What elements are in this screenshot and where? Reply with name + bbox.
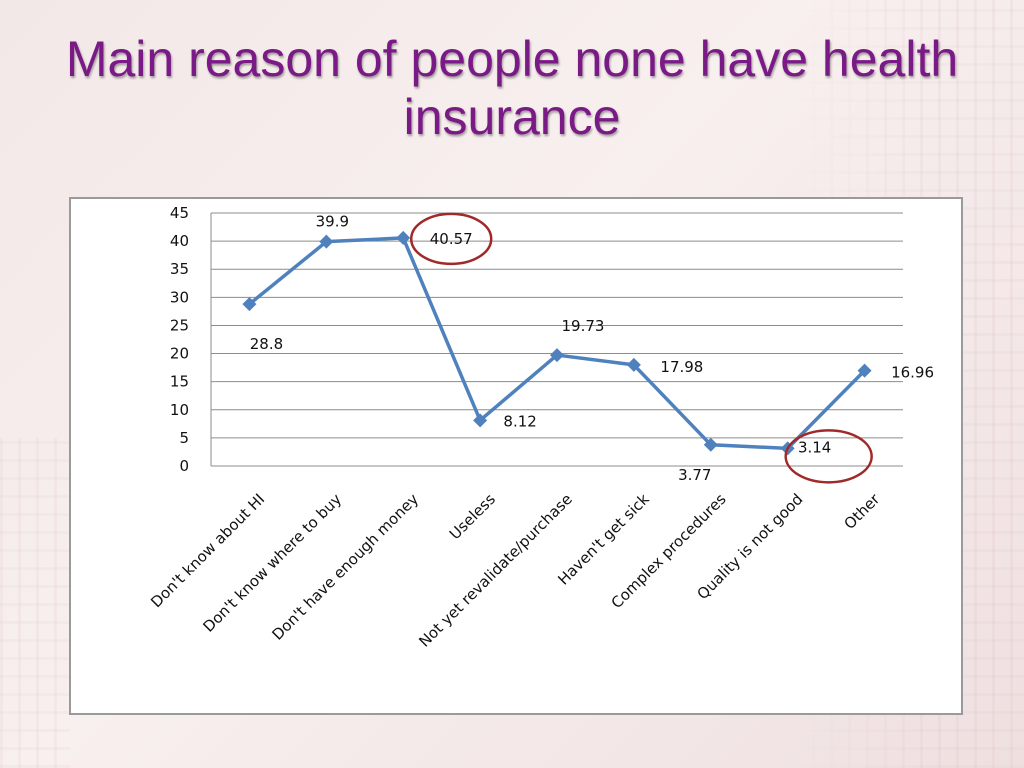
data-point-marker — [242, 297, 257, 312]
data-label: 17.98 — [660, 358, 703, 376]
y-tick-label: 30 — [170, 288, 189, 306]
y-tick-label: 15 — [170, 373, 189, 391]
category-label: Not yet revalidate/purchase — [415, 490, 576, 651]
y-tick-label: 35 — [170, 260, 189, 278]
data-point-marker — [626, 357, 641, 372]
highlight-circle — [784, 429, 873, 484]
category-label: Don't have enough money — [268, 490, 422, 644]
data-label: 19.73 — [562, 317, 605, 335]
category-label: Other — [841, 490, 884, 533]
data-point-marker — [473, 413, 488, 428]
y-tick-label: 5 — [179, 429, 189, 447]
data-point-marker — [550, 348, 564, 363]
decorative-pattern-left — [0, 438, 70, 768]
data-label: 8.12 — [503, 412, 536, 430]
y-tick-label: 40 — [170, 232, 189, 250]
data-label: 39.9 — [316, 213, 349, 231]
data-label: 40.57 — [430, 230, 473, 248]
y-tick-label: 10 — [170, 401, 189, 419]
y-tick-label: 20 — [170, 345, 189, 363]
y-tick-label: 45 — [170, 204, 189, 222]
y-tick-label: 25 — [170, 316, 189, 334]
slide-title: Main reason of people none have health i… — [65, 31, 959, 145]
category-label: Useless — [446, 490, 499, 543]
data-point-marker — [857, 363, 872, 378]
data-point-marker — [319, 234, 334, 249]
chart-frame: 0 5 10 15 20 25 30 35 40 45 Don't know about HI Don… — [69, 197, 963, 715]
data-label: 3.77 — [678, 466, 711, 484]
data-label: 3.14 — [798, 438, 831, 456]
category-label: Don't know where to buy — [200, 490, 346, 636]
data-label: 28.8 — [250, 335, 283, 353]
y-tick-label: 0 — [179, 457, 189, 475]
data-point-marker — [396, 230, 411, 245]
data-point-marker — [703, 437, 718, 452]
highlight-circle — [409, 212, 493, 266]
data-label: 16.96 — [891, 364, 934, 382]
